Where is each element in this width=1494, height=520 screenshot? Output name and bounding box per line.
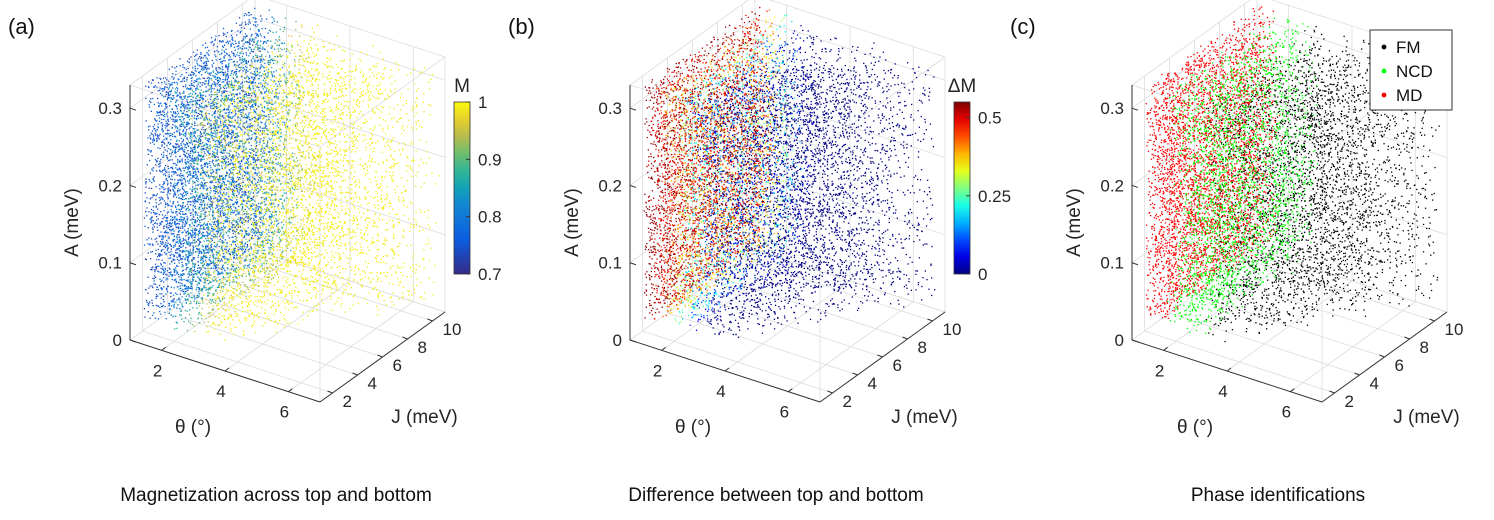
legend-entry: MD	[1396, 86, 1422, 105]
x-axis-label: θ (°)	[175, 417, 211, 438]
z-axis-label: A (meV)	[62, 188, 83, 257]
scatter-points	[644, 7, 936, 338]
x-tick-label: 2	[153, 361, 162, 380]
x-tick-label: 6	[780, 403, 789, 422]
y-tick-label: 8	[1420, 338, 1429, 357]
colorbar: 0.7 0.8 0.9 1M	[454, 76, 502, 284]
colorbar-tick-label: 0.25	[978, 187, 1011, 206]
x-tick-label: 4	[716, 382, 725, 401]
x-tick-label: 4	[216, 382, 225, 401]
x-tick-label: 6	[1282, 403, 1291, 422]
z-tick-label: 0.2	[1100, 176, 1124, 195]
panel-caption: Difference between top and bottom	[628, 485, 923, 506]
panel-label: (b)	[508, 14, 535, 39]
x-tick-label: 2	[653, 361, 662, 380]
colorbar-tick-label: 1	[478, 93, 487, 112]
z-tick-label: 0	[613, 331, 622, 350]
z-axis-label: A (meV)	[562, 188, 583, 257]
z-tick-label: 0	[1115, 331, 1124, 350]
scatter-points	[144, 8, 440, 341]
z-tick-label: 0.1	[1100, 254, 1124, 273]
legend-entry: FM	[1396, 38, 1421, 57]
y-tick-label: 4	[1370, 374, 1379, 393]
colorbar: 0 0.25 0.5ΔM	[948, 76, 1011, 284]
y-tick-label: 10	[1445, 320, 1464, 339]
y-tick-label: 8	[418, 338, 427, 357]
y-tick-label: 6	[393, 356, 402, 375]
legend-entry: NCD	[1396, 62, 1433, 81]
x-axis-label: θ (°)	[675, 417, 711, 438]
panel-caption: Phase identifications	[1191, 485, 1365, 506]
y-tick-label: 6	[893, 356, 902, 375]
panel-caption: Magnetization across top and bottom	[120, 485, 432, 506]
panel-label: (a)	[8, 14, 35, 39]
y-tick-label: 10	[443, 320, 462, 339]
y-tick-label: 6	[1395, 356, 1404, 375]
grid	[130, 0, 445, 402]
panel-label: (c)	[1010, 14, 1036, 39]
y-tick-label: 2	[1345, 392, 1354, 411]
z-axis-label: A (meV)	[1064, 188, 1085, 257]
y-tick-label: 10	[943, 320, 962, 339]
z-tick-label: 0.3	[598, 99, 622, 118]
y-axis-label: J (meV)	[391, 407, 458, 428]
y-tick-label: 2	[843, 392, 852, 411]
colorbar-tick-label: 0	[978, 265, 987, 284]
z-tick-label: 0.2	[98, 176, 122, 195]
x-tick-label: 2	[1155, 361, 1164, 380]
y-tick-label: 8	[918, 338, 927, 357]
y-axis-label: J (meV)	[891, 407, 958, 428]
z-tick-label: 0.1	[598, 254, 622, 273]
x-tick-label: 6	[280, 403, 289, 422]
y-tick-label: 2	[343, 392, 352, 411]
colorbar-title: M	[454, 76, 470, 97]
colorbar-tick-label: 0.5	[978, 109, 1002, 128]
colorbar-tick-label: 0.7	[478, 265, 502, 284]
x-axis-label: θ (°)	[1177, 417, 1213, 438]
legend-marker	[1382, 69, 1387, 74]
z-tick-label: 0.1	[98, 254, 122, 273]
colorbar-tick-label: 0.9	[478, 150, 502, 169]
legend-marker	[1382, 93, 1387, 98]
y-axis-label: J (meV)	[1393, 407, 1460, 428]
z-tick-label: 0.2	[598, 176, 622, 195]
colorbar-tick-label: 0.8	[478, 208, 502, 227]
legend: FM NCD MD	[1370, 30, 1452, 110]
z-tick-label: 0	[113, 331, 122, 350]
z-tick-label: 0.3	[98, 99, 122, 118]
z-tick-label: 0.3	[1100, 99, 1124, 118]
legend-marker	[1382, 45, 1387, 50]
colorbar-title: ΔM	[948, 76, 977, 97]
y-tick-label: 4	[368, 374, 377, 393]
x-tick-label: 4	[1218, 382, 1227, 401]
y-tick-label: 4	[868, 374, 877, 393]
